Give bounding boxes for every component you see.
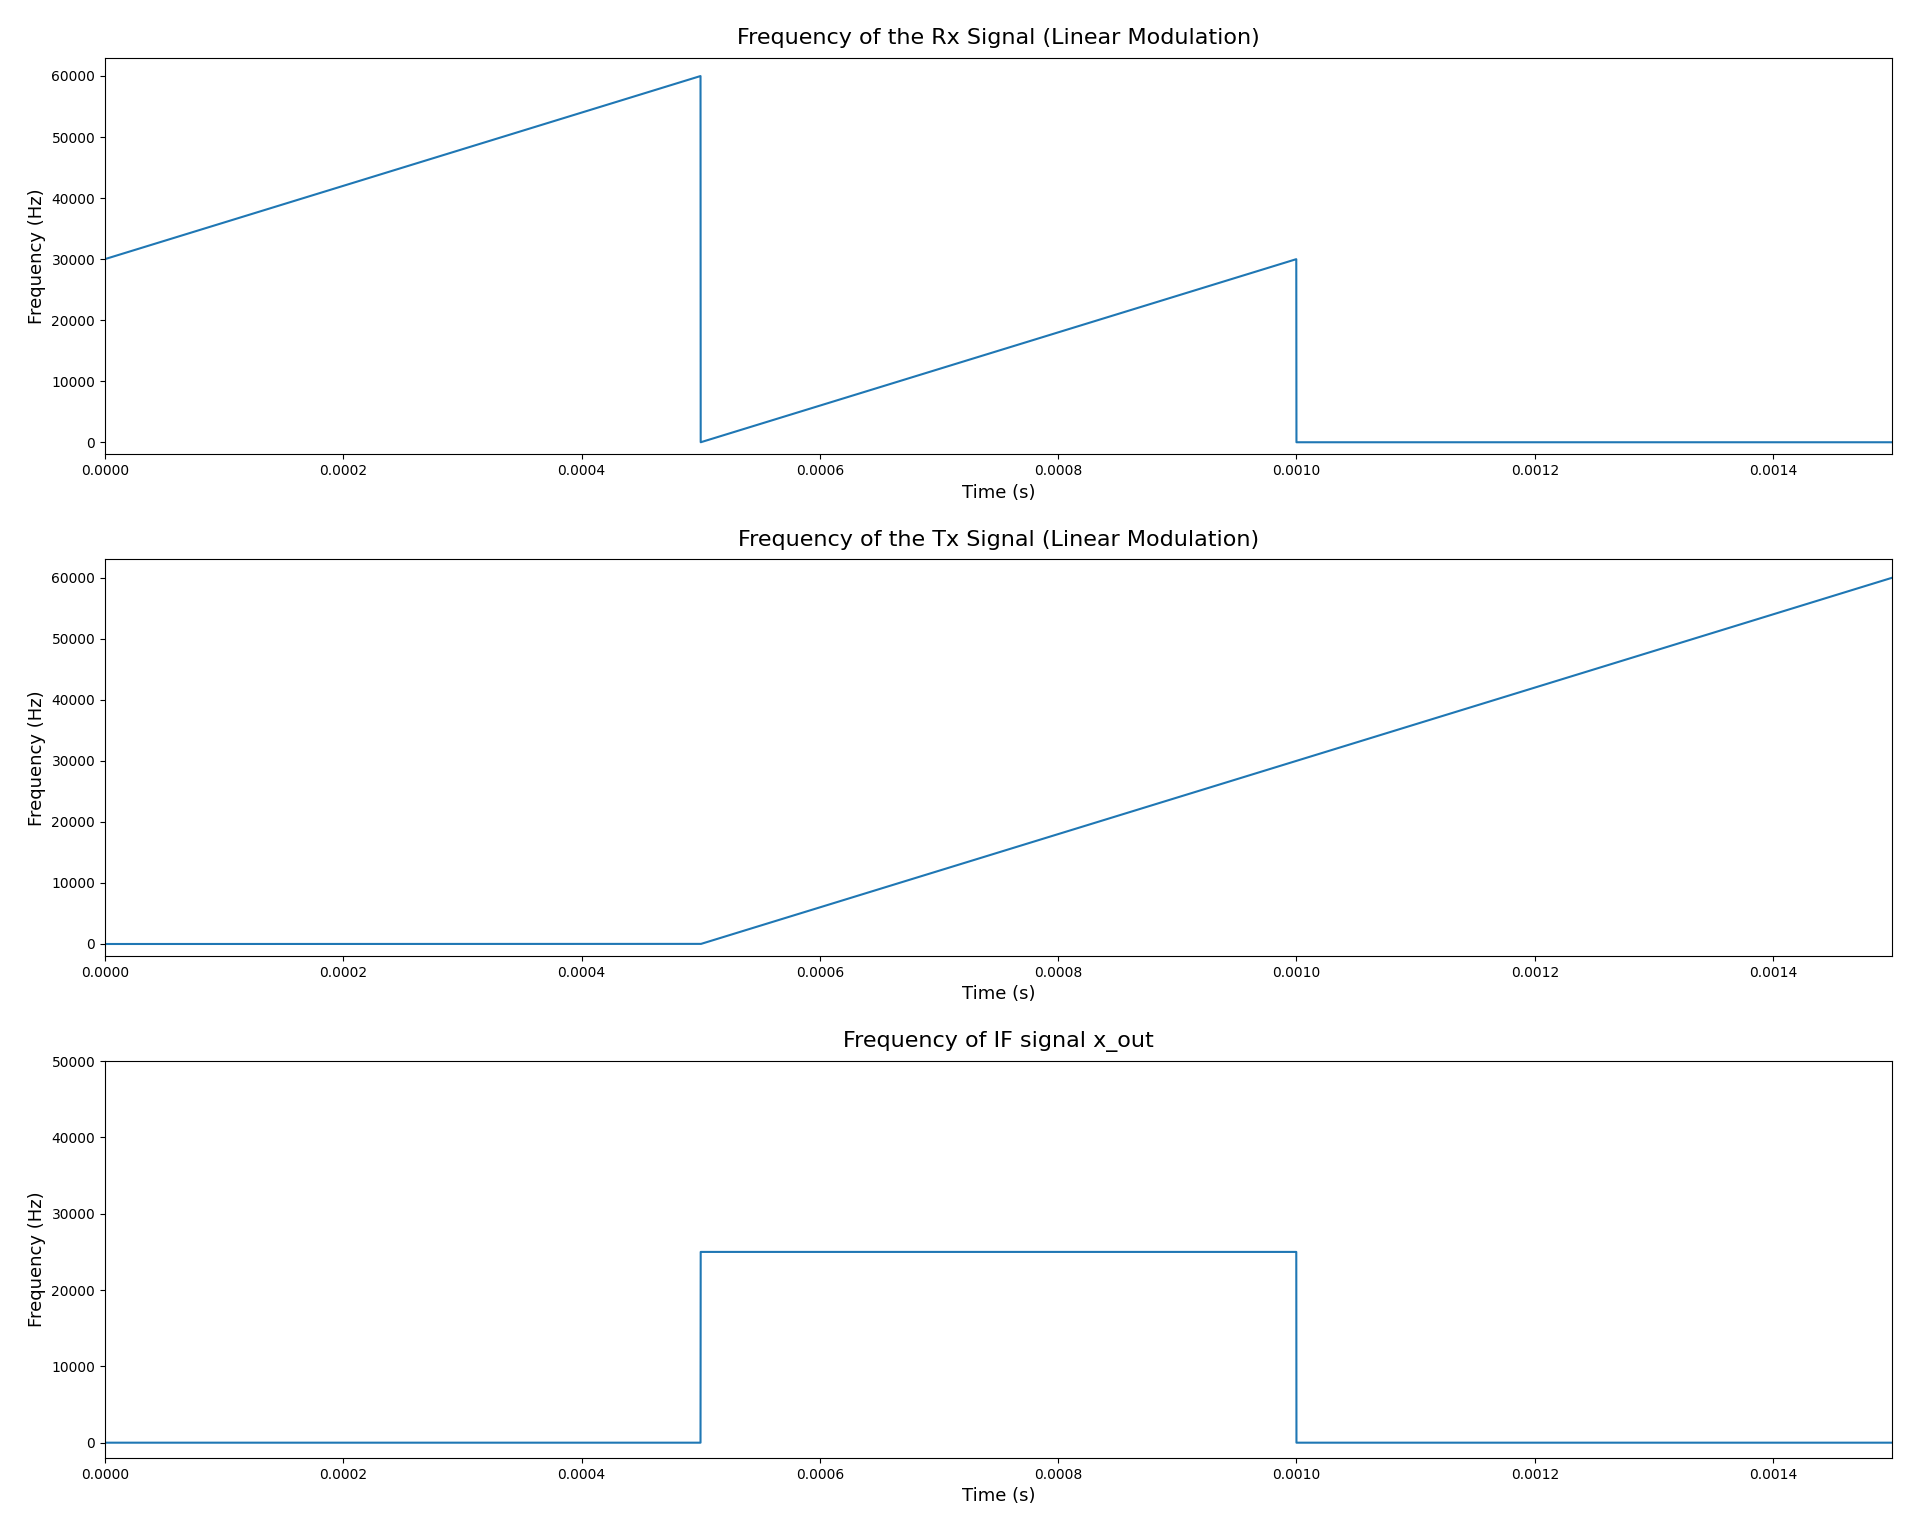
Y-axis label: Frequency (Hz): Frequency (Hz) <box>27 1191 46 1328</box>
Y-axis label: Frequency (Hz): Frequency (Hz) <box>27 690 46 826</box>
X-axis label: Time (s): Time (s) <box>962 484 1035 501</box>
Title: Frequency of IF signal x_out: Frequency of IF signal x_out <box>843 1032 1154 1052</box>
X-axis label: Time (s): Time (s) <box>962 1487 1035 1505</box>
Title: Frequency of the Rx Signal (Linear Modulation): Frequency of the Rx Signal (Linear Modul… <box>737 28 1260 48</box>
Title: Frequency of the Tx Signal (Linear Modulation): Frequency of the Tx Signal (Linear Modul… <box>737 529 1260 549</box>
X-axis label: Time (s): Time (s) <box>962 986 1035 1004</box>
Y-axis label: Frequency (Hz): Frequency (Hz) <box>27 189 46 323</box>
